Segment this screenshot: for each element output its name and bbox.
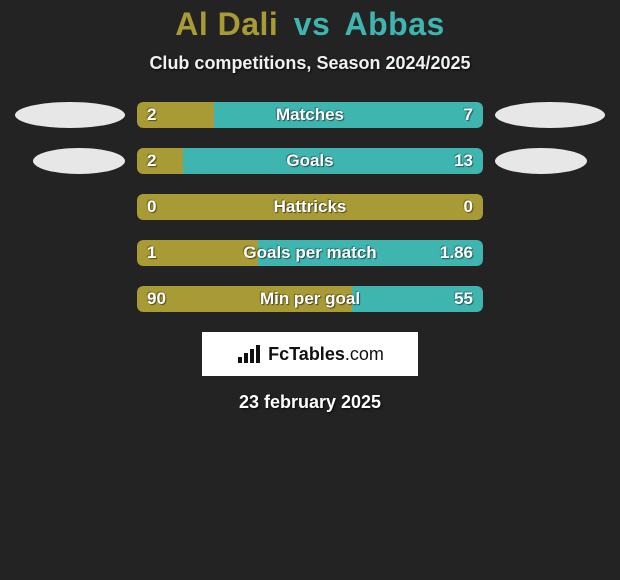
stat-left-value: 90 [137, 286, 176, 312]
stat-bar: 11.86Goals per match [137, 240, 483, 266]
stat-left-value: 0 [137, 194, 166, 220]
title-vs: vs [294, 6, 331, 42]
stat-bar: 213Goals [137, 148, 483, 174]
stat-rows: 27Matches213Goals00Hattricks11.86Goals p… [0, 102, 620, 312]
logo-text: FcTables.com [268, 344, 384, 365]
stat-bar-right-fill [183, 148, 483, 174]
logo-box: FcTables.com [202, 332, 418, 376]
stat-left-value: 2 [137, 102, 166, 128]
stat-bar: 9055Min per goal [137, 286, 483, 312]
title-player1: Al Dali [175, 6, 278, 42]
title-player2: Abbas [344, 6, 444, 42]
stat-right-value: 55 [444, 286, 483, 312]
logo-name: FcTables [268, 344, 345, 364]
logo: FcTables.com [236, 343, 384, 365]
stat-row: 213Goals [0, 148, 620, 174]
bar-chart-icon [236, 343, 262, 365]
stat-row: 00Hattricks [0, 194, 620, 220]
stat-row: 27Matches [0, 102, 620, 128]
stat-right-value: 1.86 [430, 240, 483, 266]
subtitle: Club competitions, Season 2024/2025 [0, 53, 620, 74]
stat-right-value: 13 [444, 148, 483, 174]
player1-ellipse-icon [15, 102, 125, 128]
stat-bar-left-fill [137, 194, 483, 220]
stat-bar: 00Hattricks [137, 194, 483, 220]
side-spacer [15, 286, 125, 312]
stat-right-value: 0 [454, 194, 483, 220]
infographic-container: Al Dali vs Abbas Club competitions, Seas… [0, 0, 620, 413]
stat-left-value: 2 [137, 148, 166, 174]
player1-ellipse-icon [33, 148, 125, 174]
page-title: Al Dali vs Abbas [0, 6, 620, 43]
side-spacer [495, 194, 605, 220]
stat-row: 9055Min per goal [0, 286, 620, 312]
player2-ellipse-icon [495, 148, 587, 174]
stat-left-value: 1 [137, 240, 166, 266]
side-spacer [495, 240, 605, 266]
stat-bar: 27Matches [137, 102, 483, 128]
side-spacer [15, 194, 125, 220]
logo-suffix: .com [345, 344, 384, 364]
side-spacer [495, 286, 605, 312]
stat-right-value: 7 [454, 102, 483, 128]
stat-bar-right-fill [214, 102, 483, 128]
date-text: 23 february 2025 [0, 392, 620, 413]
side-spacer [15, 240, 125, 266]
player2-ellipse-icon [495, 102, 605, 128]
stat-row: 11.86Goals per match [0, 240, 620, 266]
